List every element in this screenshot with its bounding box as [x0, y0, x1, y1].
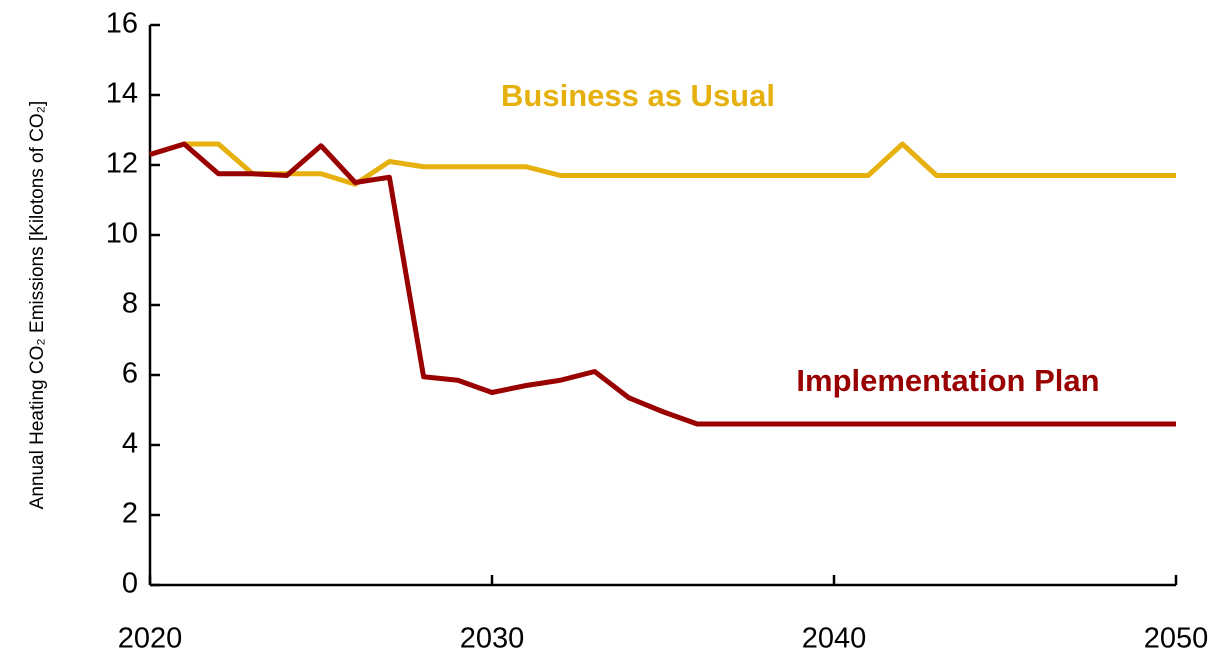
series-label: Implementation Plan — [796, 363, 1099, 398]
y-tick-label: 0 — [122, 568, 138, 600]
y-axis-label: Annual Heating CO₂ Emissions [Kilotons o… — [27, 101, 48, 510]
x-tick-label: 2030 — [460, 623, 525, 655]
y-tick-label: 2 — [122, 498, 138, 530]
series-line — [149, 141, 1176, 187]
x-tick-label: 2040 — [802, 623, 867, 655]
y-tick-label: 14 — [106, 78, 138, 110]
series-line — [149, 141, 1176, 427]
y-tick-label: 6 — [122, 358, 138, 390]
y-tick-label: 10 — [106, 218, 138, 250]
x-tick-label: 2050 — [1144, 623, 1209, 655]
series-label: Business as Usual — [501, 78, 775, 113]
y-tick-label: 12 — [106, 148, 138, 180]
y-tick-label: 8 — [122, 288, 138, 320]
x-tick-label: 2020 — [118, 623, 183, 655]
y-tick-label: 16 — [106, 8, 138, 40]
y-tick-label: 4 — [122, 428, 138, 460]
